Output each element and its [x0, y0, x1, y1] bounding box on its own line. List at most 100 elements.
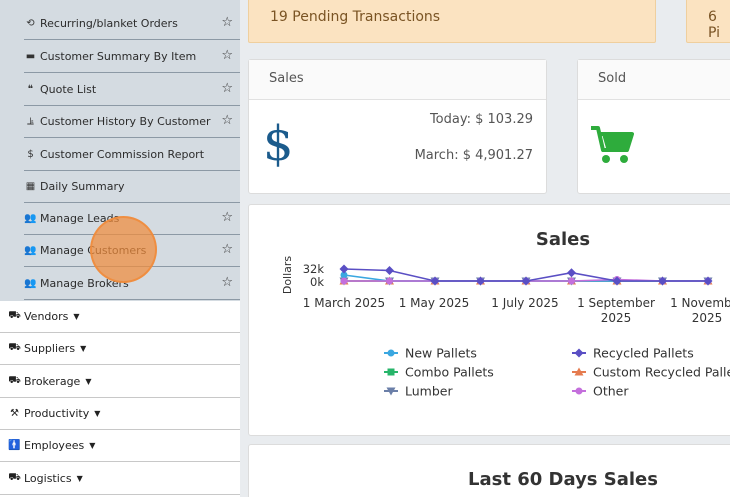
dollar-icon: $	[27, 149, 34, 160]
hammer-icon: ⚒	[10, 408, 19, 419]
nav-vendors[interactable]: ⛟ Vendors ▼	[0, 301, 240, 333]
data-point	[339, 264, 349, 274]
caret-down-icon: ▼	[89, 441, 96, 450]
x-tick-label: 1 November2025	[670, 296, 730, 325]
data-point	[568, 277, 575, 285]
menu-item-label: Manage Leads	[40, 212, 120, 225]
nav-label: Brokerage	[24, 375, 81, 388]
sold-card-title: Sold	[578, 60, 730, 100]
star-icon[interactable]: ☆	[221, 242, 233, 257]
second-alert[interactable]: 6 Pi	[686, 0, 730, 43]
legend-label: Custom Recycled Pallets	[593, 365, 730, 380]
y-tick-label: 32k	[303, 262, 325, 276]
nav-brokerage[interactable]: ⛟ Brokerage ▼	[0, 366, 240, 398]
legend-marker	[574, 367, 584, 376]
second-alert-text: 6 Pi	[708, 9, 721, 41]
x-tick-label: 1 July 2025	[491, 296, 558, 310]
sales-card-title: Sales	[249, 60, 546, 100]
data-point	[703, 276, 713, 286]
users-icon: 👥	[24, 278, 37, 289]
caret-down-icon: ▼	[76, 474, 83, 483]
cursor-highlight	[90, 216, 157, 283]
nav-label: Suppliers	[24, 342, 76, 355]
menu-item-customer-summary-by-item[interactable]: ▬ Customer Summary By Item ☆	[24, 41, 240, 73]
nav-employees[interactable]: 🚹 Employees ▼	[0, 430, 240, 462]
data-point	[612, 276, 622, 286]
sales-today: Today: $ 103.29	[429, 112, 533, 127]
pallet-icon: ▬	[25, 51, 36, 62]
legend-label: Combo Pallets	[405, 365, 494, 380]
star-icon[interactable]: ☆	[221, 48, 233, 63]
data-point	[386, 277, 393, 285]
legend-marker	[387, 368, 395, 376]
menu-item-label: Manage Brokers	[40, 277, 129, 290]
chart-title: Sales	[535, 229, 591, 250]
nav-productivity[interactable]: ⚒ Productivity ▼	[0, 398, 240, 430]
sales-card: Sales $ Today: $ 103.29 March: $ 4,901.2…	[248, 59, 547, 194]
sales-month: March: $ 4,901.27	[414, 148, 533, 163]
star-icon[interactable]: ☆	[221, 210, 233, 225]
y-axis-label: Dollars	[281, 256, 294, 295]
legend-label: Recycled Pallets	[593, 346, 694, 361]
history-icon: ⫡	[27, 116, 34, 127]
truck-icon: ⛟	[8, 310, 21, 321]
legend-marker	[574, 348, 584, 358]
table-icon: ▦	[25, 181, 36, 192]
menu-item-manage-brokers[interactable]: 👥 Manage Brokers ☆	[24, 268, 240, 300]
caret-down-icon: ▼	[80, 344, 87, 353]
shopping-cart-icon	[591, 126, 634, 163]
nav-suppliers[interactable]: ⛟ Suppliers ▼	[0, 333, 240, 365]
data-point	[658, 276, 667, 286]
person-icon: 🚹	[8, 440, 21, 451]
sidebar: ⟲ Recurring/blanket Orders ☆ ▬ Customer …	[0, 0, 240, 497]
legend-marker	[386, 387, 396, 396]
menu-item-label: Customer Commission Report	[40, 148, 205, 161]
menu-item-quote-list[interactable]: ❝ Quote List ☆	[24, 74, 240, 106]
x-tick-label: 1 September 2025	[577, 296, 655, 325]
y-tick-label: 0k	[310, 275, 324, 289]
customers-submenu: ⟲ Recurring/blanket Orders ☆ ▬ Customer …	[0, 0, 240, 301]
x-tick-label: 1 May 2025	[399, 296, 470, 310]
star-icon[interactable]: ☆	[221, 81, 233, 96]
sold-card: Sold	[577, 59, 730, 194]
last60-card: Last 60 Days Sales	[248, 444, 730, 497]
legend-label: New Pallets	[405, 346, 477, 361]
dollar-sign-icon: $	[263, 116, 294, 172]
caret-down-icon: ▼	[73, 312, 80, 321]
nav-label: Productivity	[24, 407, 90, 420]
sales-chart-card: Sales Dollars 32k 0k 1 March 2025 1 May 2025…	[248, 204, 730, 436]
truck-icon: ⛟	[8, 375, 21, 386]
nav-label: Employees	[24, 439, 85, 452]
menu-item-customer-history[interactable]: ⫡ Customer History By Customer ☆	[24, 106, 240, 138]
legend-label: Lumber	[405, 384, 453, 399]
legend-marker	[387, 349, 395, 357]
truck-loading-icon: ⛟	[8, 342, 21, 353]
data-point	[385, 266, 394, 275]
star-icon[interactable]: ☆	[221, 275, 233, 290]
legend-marker	[575, 387, 583, 395]
caret-down-icon: ▼	[94, 409, 101, 418]
menu-item-label: Daily Summary	[40, 180, 125, 193]
menu-item-recurring-blanket-orders[interactable]: ⟲ Recurring/blanket Orders ☆	[24, 8, 240, 40]
star-icon[interactable]: ☆	[221, 15, 233, 30]
quote-icon: ❝	[27, 84, 34, 95]
star-icon[interactable]: ☆	[221, 113, 233, 128]
menu-item-label: Customer History By Customer	[40, 115, 211, 128]
truck-icon: ⛟	[8, 472, 21, 483]
nav-logistics[interactable]: ⛟ Logistics ▼	[0, 463, 240, 495]
users-icon: 👥	[24, 245, 37, 256]
menu-item-label: Recurring/blanket Orders	[40, 17, 178, 30]
data-point	[340, 277, 348, 285]
pending-transactions-alert[interactable]: 19 Pending Transactions	[248, 0, 656, 43]
data-point	[567, 268, 576, 278]
data-point	[476, 276, 485, 286]
data-point	[340, 271, 348, 279]
caret-down-icon: ▼	[85, 377, 92, 386]
menu-item-customer-commission-report[interactable]: $ Customer Commission Report	[24, 139, 240, 171]
menu-item-daily-summary[interactable]: ▦ Daily Summary	[24, 171, 240, 203]
data-point	[521, 276, 531, 286]
legend-label: Other	[593, 384, 629, 399]
pending-transactions-text: 19 Pending Transactions	[270, 9, 441, 25]
sync-icon: ⟲	[26, 18, 35, 29]
